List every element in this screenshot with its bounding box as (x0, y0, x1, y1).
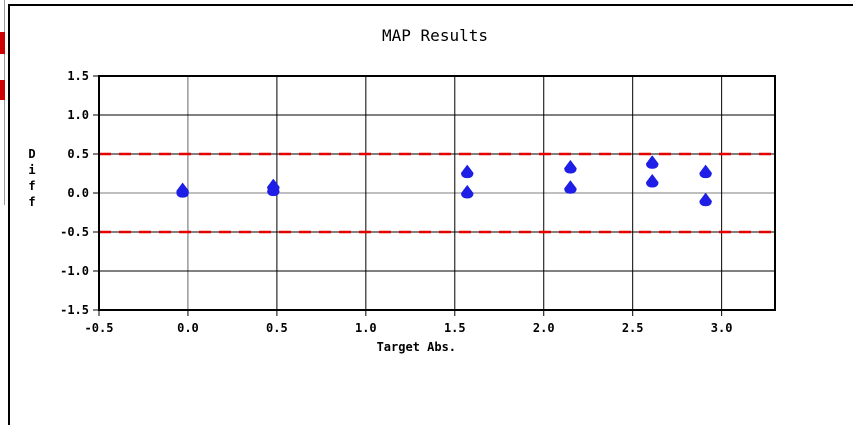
reference-lines (99, 152, 775, 234)
y-axis-label-letter: f (28, 195, 35, 209)
y-tick-label: 1.5 (67, 69, 89, 83)
x-tick-label: 3.0 (711, 321, 733, 335)
y-tick-label: -0.5 (60, 225, 89, 239)
grid-layer (93, 75, 775, 316)
data-point (699, 192, 712, 207)
data-point (646, 173, 659, 188)
x-axis-label: Target Abs. (377, 340, 456, 354)
y-tick-label: -1.0 (60, 264, 89, 278)
chart-svg: MAP Results -0.5 0.0 0.5 1.0 1.5 2.0 2.5 3.0 1.5… (28, 26, 776, 354)
x-tick-label: 2.0 (533, 321, 555, 335)
plot-frame (98, 75, 776, 311)
left-window-edge (0, 0, 5, 205)
chart-title: MAP Results (382, 26, 488, 45)
x-tick-label: -0.5 (85, 321, 114, 335)
tick-labels: -0.5 0.0 0.5 1.0 1.5 2.0 2.5 3.0 1.5 1.0 0.5 0.0 -0.… (60, 69, 732, 335)
x-tick-label: 0.5 (266, 321, 288, 335)
data-point (176, 184, 189, 198)
x-tick-label: 1.5 (444, 321, 466, 335)
data-point (267, 182, 280, 197)
y-axis-label-letter: f (28, 179, 35, 193)
x-tick-label: 0.0 (177, 321, 199, 335)
x-tick-label: 2.5 (622, 321, 644, 335)
data-point (460, 184, 474, 199)
x-tick-label: 1.0 (355, 321, 377, 335)
data-point (699, 164, 712, 179)
left-window-accent-bottom (0, 80, 5, 100)
data-point (564, 180, 577, 194)
data-points (176, 155, 712, 207)
y-tick-label: -1.5 (60, 303, 89, 317)
data-point (460, 164, 474, 179)
data-point (646, 155, 659, 169)
chart-window: MAP Results -0.5 0.0 0.5 1.0 1.5 2.0 2.5 3.0 1.5… (8, 4, 853, 425)
y-axis-label-letter: D (28, 147, 35, 161)
y-tick-label: 0.0 (67, 186, 89, 200)
left-window-accent-top (0, 32, 5, 54)
y-tick-label: 1.0 (67, 108, 89, 122)
y-axis-label-letter: i (28, 163, 35, 177)
y-tick-label: 0.5 (67, 147, 89, 161)
data-point (564, 159, 577, 174)
